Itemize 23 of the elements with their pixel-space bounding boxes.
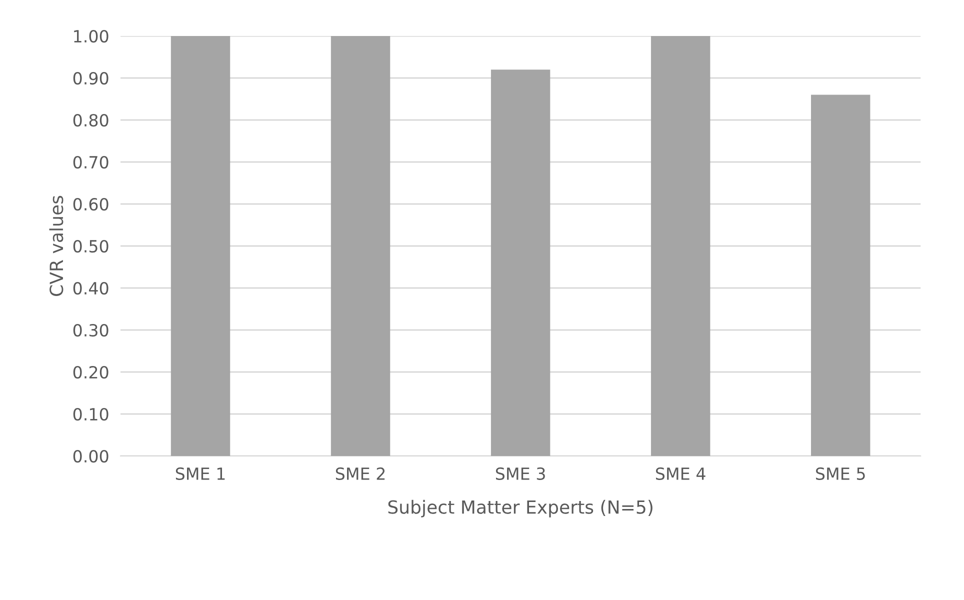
y-tick-label: 0.30	[73, 324, 108, 337]
x-tick-label: SME 5	[816, 467, 865, 480]
y-tick-label: 0.10	[73, 408, 108, 421]
y-axis-title: CVR values	[49, 196, 64, 296]
bar	[811, 94, 870, 456]
x-tick-label: SME 4	[656, 467, 706, 480]
y-tick-label: 0.60	[73, 198, 108, 211]
x-tick-label: SME 2	[336, 467, 385, 480]
y-tick-label: 0.40	[73, 282, 108, 295]
y-tick-label: 0.70	[73, 156, 108, 169]
x-tick-label: SME 3	[496, 467, 545, 480]
y-tick-label: 0.20	[73, 366, 108, 379]
y-tick-label: 0.00	[73, 450, 108, 463]
bar	[170, 36, 230, 456]
x-tick-label: SME 1	[176, 467, 225, 480]
y-tick-label: 1.00	[74, 30, 108, 43]
y-tick-label: 0.90	[73, 72, 108, 85]
bar	[330, 36, 390, 456]
y-tick-label: 0.80	[73, 114, 108, 127]
y-tick-label: 0.50	[73, 240, 108, 253]
bar	[650, 36, 710, 456]
bar	[490, 70, 550, 456]
x-axis-title: Subject Matter Experts (N=5)	[388, 500, 652, 518]
